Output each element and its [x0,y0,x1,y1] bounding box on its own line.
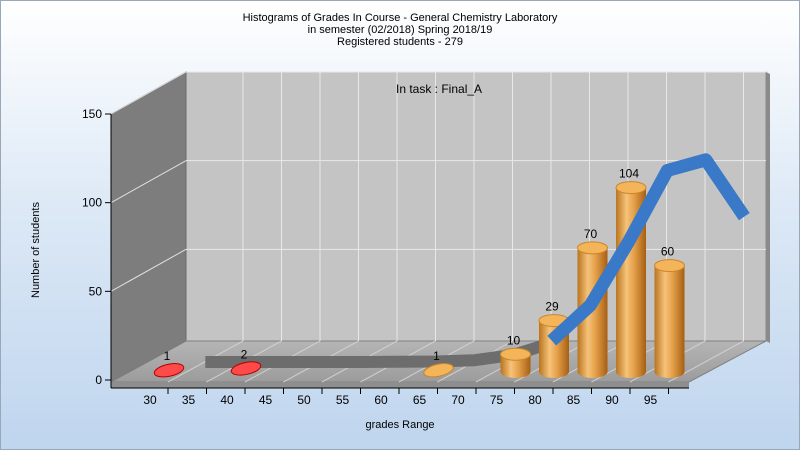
bar-top [423,363,454,378]
bar-value-label: 1 [433,349,440,363]
chart-title-line-1: Histograms of Grades In Course - General… [242,12,558,24]
bar-labels: 1 2 1 10 29 70 104 60 [164,167,675,364]
bar-top [577,241,608,255]
x-tick-label: 80 [528,393,542,407]
y-tick-label: 0 [95,373,102,387]
bar-value-label: 1 [164,349,171,363]
y-axis-label: Number of students [30,202,42,298]
x-tick-label: 35 [182,393,196,407]
x-tick-label: 50 [297,393,311,407]
bar-top [615,181,647,195]
x-tick-label: 55 [336,393,350,407]
axes: 0 50 100 150 30 35 40 45 50 55 60 65 70 75 80 85 90 95 [82,107,689,407]
x-tick-label: 70 [451,393,465,407]
curve-path [547,153,750,346]
x-tick-label: 85 [567,393,581,407]
curve-shadow [205,337,554,368]
gridline-side [110,160,187,204]
bar-body [500,354,531,378]
bar-body [654,265,685,378]
chart-annotation: In task : Final_A [396,82,482,96]
bar-top [654,259,685,273]
bar [153,363,185,378]
x-tick-label: 40 [220,393,234,407]
gridline-side [110,248,187,292]
bar [500,347,531,378]
bar-value-label: 2 [241,347,248,361]
bar-value-label: 70 [584,227,598,241]
bar-value-label: 60 [661,245,675,259]
bar-top [500,347,531,361]
bar-value-label: 10 [507,333,521,347]
y-tick-label: 100 [82,196,102,210]
chart-title-line-2: in semester (02/2018) Spring 2018/19 [307,24,493,36]
bar-top [153,363,185,378]
x-tick-label: 45 [259,393,273,407]
left-wall [110,71,187,383]
bar-top [230,361,262,376]
gridline-side [110,71,187,115]
x-tick-label: 90 [605,393,619,407]
x-axis-label: grades Range [365,419,435,431]
bar [654,259,685,378]
right-wall-edge [766,72,770,343]
bar-value-label: 104 [619,167,639,181]
x-tick-label: 65 [413,393,427,407]
bar-value-label: 29 [545,300,559,314]
y-tick-label: 150 [82,107,102,121]
chart-title-block: Histograms of Grades In Course - General… [0,12,800,48]
floor-front-edge [111,382,689,388]
chart-title-line-3: Registered students - 279 [337,36,463,48]
x-tick-label: 75 [490,393,504,407]
curve-shadow-path [205,337,554,368]
distribution-curve [547,153,750,346]
bar [230,361,262,376]
bar [423,363,454,378]
x-tick-label: 60 [374,393,388,407]
x-tick-label: 30 [143,393,157,407]
x-tick-label: 95 [644,393,658,407]
y-tick-label: 50 [89,284,103,298]
